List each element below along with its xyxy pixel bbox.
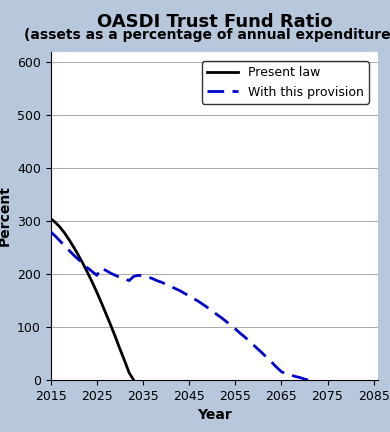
Text: (assets as a percentage of annual expenditures): (assets as a percentage of annual expend… (24, 28, 390, 42)
Legend: Present law, With this provision: Present law, With this provision (202, 61, 369, 104)
X-axis label: Year: Year (197, 408, 232, 422)
Text: OASDI Trust Fund Ratio: OASDI Trust Fund Ratio (97, 13, 332, 31)
Y-axis label: Percent: Percent (0, 186, 11, 246)
